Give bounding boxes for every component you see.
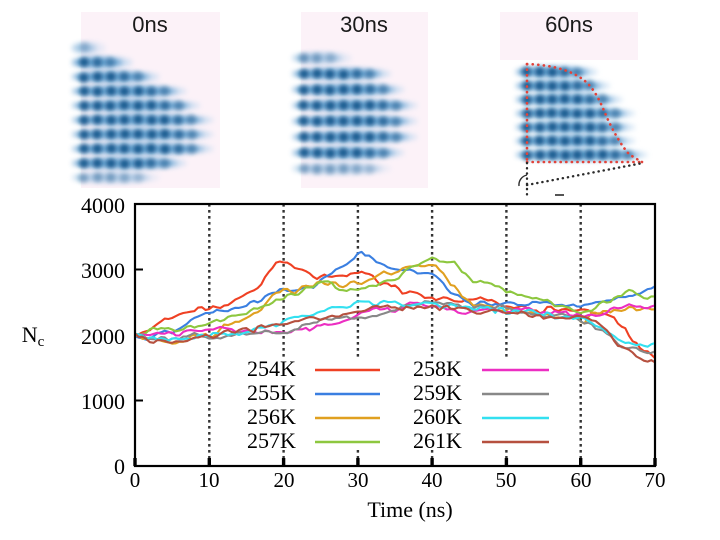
svg-text:254K: 254K [247,356,296,381]
svg-text:259K: 259K [413,380,462,405]
svg-text:261K: 261K [413,428,462,453]
svg-text:258K: 258K [413,356,462,381]
svg-text:260K: 260K [413,404,462,429]
svg-text:255K: 255K [247,380,296,405]
svg-text:257K: 257K [247,428,296,453]
svg-text:256K: 256K [247,404,296,429]
